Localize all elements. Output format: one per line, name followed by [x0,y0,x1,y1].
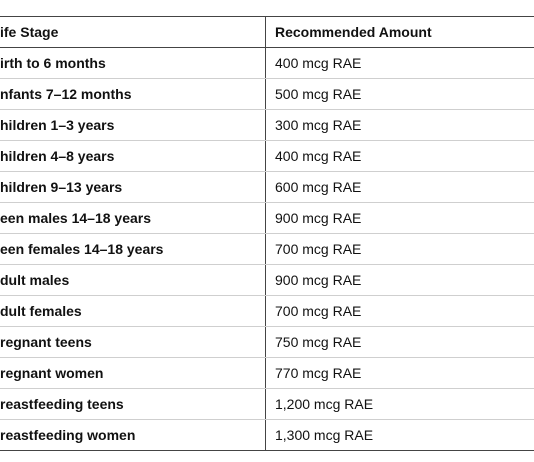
header-cell: Recommended Amount [265,16,534,48]
table-row: hildren 9–13 years 600 mcg RAE [0,171,534,203]
life-stage-cell: nfants 7–12 months [0,78,266,110]
life-stage-cell: dult females [0,295,266,327]
table-row: een females 14–18 years 700 mcg RAE [0,233,534,265]
header-row: ife Stage Recommended Amount [0,16,534,48]
table-body: irth to 6 months 400 mcg RAE nfants 7–12 m… [0,47,534,451]
table-row: dult males 900 mcg RAE [0,264,534,296]
amount-cell: 1,300 mcg RAE [265,419,534,451]
life-stage-cell: hildren 1–3 years [0,109,266,141]
table-row: reastfeeding teens 1,200 mcg RAE [0,388,534,420]
amount-cell: 600 mcg RAE [265,171,534,203]
amount-cell: 900 mcg RAE [265,264,534,296]
life-stage-cell: reastfeeding women [0,419,266,451]
table-row: hildren 4–8 years 400 mcg RAE [0,140,534,172]
life-stage-cell: een males 14–18 years [0,202,266,234]
table-row: regnant women 770 mcg RAE [0,357,534,389]
life-stage-cell: hildren 4–8 years [0,140,266,172]
amount-cell: 300 mcg RAE [265,109,534,141]
table: ife Stage Recommended Amount irth to 6 m… [0,16,534,451]
life-stage-cell: een females 14–18 years [0,233,266,265]
table-row: een males 14–18 years 900 mcg RAE [0,202,534,234]
table-row: dult females 700 mcg RAE [0,295,534,327]
table-row: reastfeeding women 1,300 mcg RAE [0,419,534,451]
table-row: irth to 6 months 400 mcg RAE [0,47,534,79]
life-stage-cell: dult males [0,264,266,296]
life-stage-cell: hildren 9–13 years [0,171,266,203]
amount-cell: 900 mcg RAE [265,202,534,234]
table-row: regnant teens 750 mcg RAE [0,326,534,358]
life-stage-cell: regnant women [0,357,266,389]
table-row: hildren 1–3 years 300 mcg RAE [0,109,534,141]
life-stage-cell: reastfeeding teens [0,388,266,420]
amount-cell: 400 mcg RAE [265,47,534,79]
amount-cell: 700 mcg RAE [265,233,534,265]
amount-cell: 750 mcg RAE [265,326,534,358]
table-row: nfants 7–12 months 500 mcg RAE [0,78,534,110]
life-stage-cell: regnant teens [0,326,266,358]
amount-cell: 500 mcg RAE [265,78,534,110]
amount-cell: 1,200 mcg RAE [265,388,534,420]
amount-cell: 400 mcg RAE [265,140,534,172]
amount-cell: 700 mcg RAE [265,295,534,327]
header-cell: ife Stage [0,16,266,48]
amount-cell: 770 mcg RAE [265,357,534,389]
life-stage-cell: irth to 6 months [0,47,266,79]
